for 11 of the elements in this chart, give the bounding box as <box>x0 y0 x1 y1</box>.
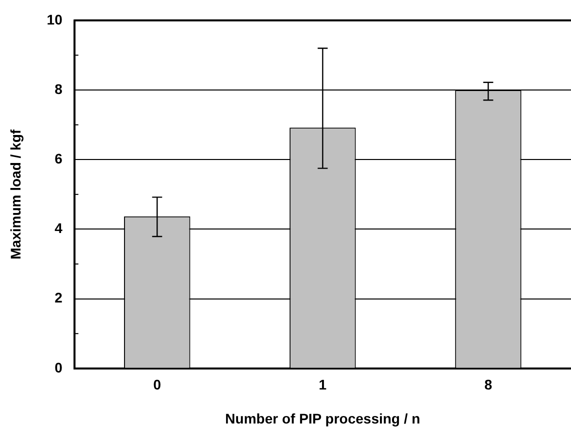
y-axis-title: Maximum load / kgf <box>7 129 24 260</box>
x-tick-label: 0 <box>153 376 162 393</box>
x-tick-label: 1 <box>318 376 327 393</box>
x-axis-title: Number of PIP processing / n <box>225 410 420 426</box>
y-tick-label: 8 <box>54 80 63 97</box>
x-tick-label: 8 <box>484 376 492 393</box>
y-tick-label: 6 <box>54 150 63 166</box>
y-tick-label: 0 <box>54 359 63 376</box>
y-tick-label: 4 <box>54 220 63 236</box>
y-tick-label: 10 <box>46 11 63 28</box>
y-tick-label: 2 <box>54 290 63 306</box>
